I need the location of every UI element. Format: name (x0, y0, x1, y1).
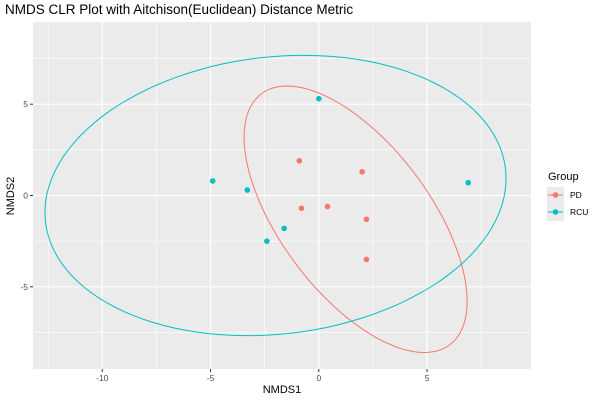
point-pd (324, 203, 331, 210)
x-tick-label: -5 (207, 373, 215, 383)
x-axis-ticks: -10 -5 0 5 (96, 369, 430, 383)
legend-key-point (552, 192, 559, 198)
y-tick-label: -5 (20, 282, 28, 292)
point-pd (298, 205, 305, 212)
point-pd (363, 216, 370, 223)
legend-key-point (552, 209, 559, 215)
point-rcu (209, 178, 216, 184)
y-tick-label: 0 (23, 191, 28, 201)
y-axis-ticks: -5 0 5 (20, 99, 33, 292)
y-axis-title: NMDS2 (5, 177, 17, 216)
legend: Group PD RCU (547, 171, 588, 221)
point-pd (363, 256, 370, 263)
point-pd (296, 158, 303, 164)
point-pd (359, 168, 365, 175)
point-rcu (281, 225, 287, 232)
legend-label-pd: PD (570, 190, 582, 200)
chart-title: NMDS CLR Plot with Aitchison(Euclidean) … (5, 2, 353, 17)
point-rcu (316, 95, 322, 102)
point-rcu (244, 187, 251, 193)
point-rcu (264, 238, 270, 244)
x-tick-label: -10 (96, 373, 109, 383)
x-tick-label: 5 (425, 373, 430, 383)
ellipse-rcu (44, 54, 507, 337)
x-axis-title: NMDS1 (263, 384, 302, 396)
x-tick-label: 0 (316, 373, 321, 383)
y-tick-label: 5 (23, 99, 28, 109)
major-grid (33, 22, 531, 369)
data-points (209, 95, 472, 263)
group-ellipses (44, 54, 507, 354)
legend-label-rcu: RCU (570, 207, 588, 217)
point-rcu (465, 179, 472, 186)
legend-title: Group (548, 171, 579, 183)
ellipse-pd (243, 85, 468, 354)
